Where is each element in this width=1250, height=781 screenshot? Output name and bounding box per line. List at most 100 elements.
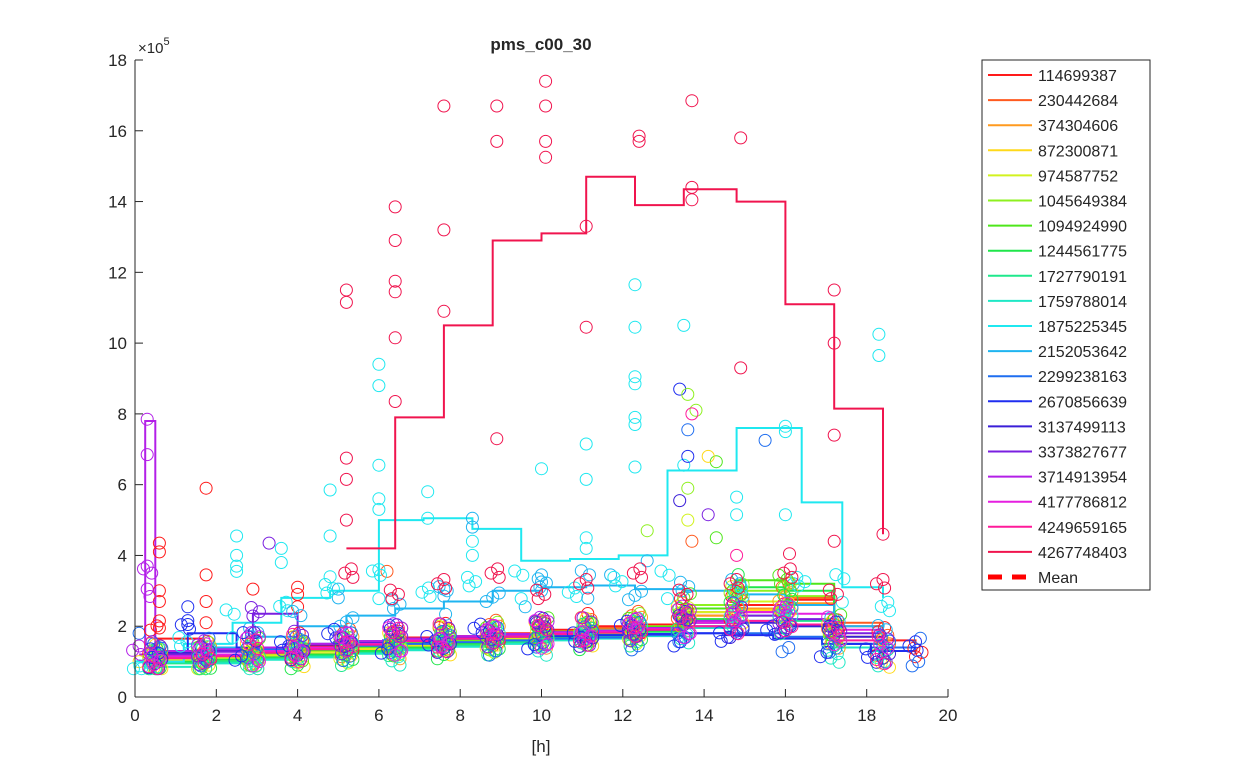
scatter-point <box>421 485 435 499</box>
scatter-point-1875225345 <box>365 564 379 578</box>
scatter-point <box>372 502 386 516</box>
scatter-point-2299238163 <box>528 632 542 646</box>
scatter-point-4267748403 <box>680 587 694 601</box>
scatter-point-2670856639 <box>714 634 728 648</box>
scatter-point <box>140 559 154 573</box>
scatter-point-4249659165 <box>674 611 687 625</box>
scatter-point-1875225345 <box>374 568 387 582</box>
scatter-point-4249659165 <box>439 644 453 658</box>
scatter-point <box>539 134 553 148</box>
y-tick-label: 18 <box>108 51 127 70</box>
scatter-point-4177786812 <box>153 654 167 667</box>
scatter-point-4249659165 <box>635 625 648 639</box>
scatter-point-2299238163 <box>913 631 927 645</box>
scatter-point-4249659165 <box>249 633 263 647</box>
scatter-point <box>518 600 532 614</box>
scatter-point <box>140 412 154 426</box>
scatter-point-4267748403 <box>530 583 544 597</box>
scatter-point <box>579 472 593 486</box>
scatter-point-1875225345 <box>133 659 147 673</box>
scatter-point <box>827 336 841 350</box>
scatter-point-4249659165 <box>430 640 444 654</box>
scatter-point-1875225345 <box>609 579 622 593</box>
series-line-1875225345 <box>135 427 884 663</box>
scatter-point-1875225345 <box>372 592 386 606</box>
legend-label: 1045649384 <box>1038 194 1127 211</box>
scatter-point-4267748403 <box>723 577 737 591</box>
x-tick-label: 4 <box>293 706 302 725</box>
scatter-point-4267748403 <box>674 592 687 606</box>
scatter-point <box>681 423 695 437</box>
scatter-point <box>535 575 548 589</box>
scatter-point <box>730 490 744 504</box>
scatter-point-3714913954 <box>726 616 740 630</box>
scatter-point-3373827677 <box>535 627 548 641</box>
scatter-point-4177786812 <box>395 644 409 658</box>
scatter-point <box>681 513 695 527</box>
scatter-point-4267748403 <box>777 566 791 580</box>
scatter-point-2670856639 <box>274 635 287 649</box>
scatter-point-2299238163 <box>625 643 639 657</box>
y-exponent-power: 5 <box>163 36 169 48</box>
scatter-point-1875225345 <box>798 575 812 589</box>
scatter-point <box>372 492 386 506</box>
scatter-point-4249659165 <box>778 624 792 638</box>
scatter-point-3714913954 <box>287 648 301 661</box>
scatter-point <box>388 274 402 288</box>
legend-label: 4177786812 <box>1038 495 1127 512</box>
scatter-point-2152053642 <box>635 584 648 598</box>
y-tick-layer: 0 2 4 6 8 10 12 14 16 18 <box>108 51 143 707</box>
scatter-point <box>437 99 451 113</box>
scatter-point <box>758 433 772 447</box>
scatter-point <box>876 527 890 541</box>
legend-label: 1727790191 <box>1038 269 1127 286</box>
scatter-point-1875225345 <box>516 568 530 582</box>
scatter-point-4267748403 <box>626 566 640 580</box>
scatter-layer <box>126 74 929 676</box>
scatter-point-4267748403 <box>633 562 647 576</box>
scatter-point-4249659165 <box>142 660 156 674</box>
scatter-point-4267748403 <box>730 573 744 586</box>
y-tick-label: 4 <box>118 546 127 565</box>
scatter-point-1875225345 <box>423 590 437 603</box>
scatter-point-1875225345 <box>607 570 621 584</box>
scatter-point-4267748403 <box>878 581 892 595</box>
scatter-point <box>339 513 353 527</box>
scatter-point-3137499113 <box>723 631 737 644</box>
scatter-point <box>380 564 394 578</box>
scatter-point-3373827677 <box>296 628 309 642</box>
scatter-point-3373827677 <box>827 628 841 642</box>
scatter-point-2670856639 <box>183 622 196 636</box>
x-axis-label: [h] <box>532 737 551 756</box>
scatter-point-1875225345 <box>662 568 676 582</box>
scatter-point <box>421 511 435 525</box>
scatter-point-4177786812 <box>246 659 260 673</box>
scatter-point-2152053642 <box>486 590 500 604</box>
scatter-point-3373827677 <box>623 634 637 648</box>
legend-label: 2299238163 <box>1038 369 1127 386</box>
scatter-point-4267748403 <box>822 583 836 597</box>
scatter-point-4249659165 <box>197 656 211 670</box>
scatter-point-2299238163 <box>435 625 449 638</box>
scatter-point-4177786812 <box>541 637 555 651</box>
scatter-point-3373827677 <box>244 601 258 614</box>
scatter-point-4177786812 <box>735 609 748 623</box>
scatter-point-1875225345 <box>881 595 895 609</box>
scatter-point <box>628 410 642 424</box>
scatter-point-1875225345 <box>326 582 340 596</box>
scatter-point-2670856639 <box>568 634 582 648</box>
legend-label: 4267748403 <box>1038 545 1127 562</box>
scatter-point-1759788014 <box>830 647 844 661</box>
scatter-point-4177786812 <box>341 626 355 640</box>
scatter-point-2152053642 <box>583 568 596 582</box>
scatter-point-4249659165 <box>777 615 791 629</box>
scatter-point-4177786812 <box>287 641 301 654</box>
scatter-point-3373827677 <box>873 628 887 642</box>
scatter-point-4249659165 <box>339 644 353 658</box>
legend-label: 3373827677 <box>1038 445 1127 462</box>
scatter-point-1875225345 <box>226 631 240 644</box>
scatter-point <box>778 425 792 439</box>
scatter-point-2670856639 <box>374 646 388 660</box>
scatter-point <box>465 548 479 562</box>
scatter-point-3714913954 <box>197 634 211 648</box>
